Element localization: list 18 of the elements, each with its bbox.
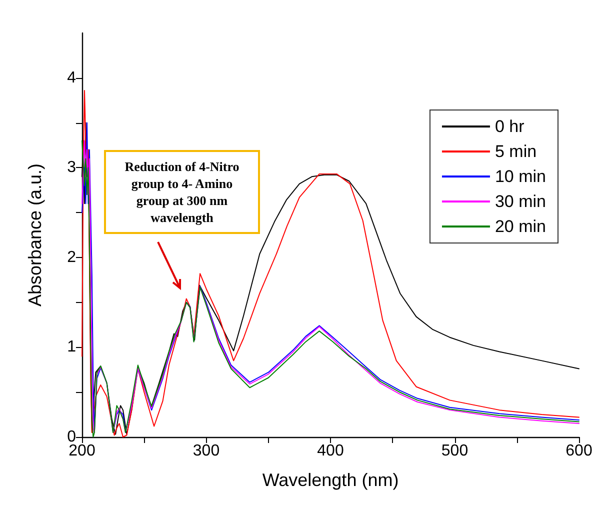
y-axis-title: Absorbance (a.u.) (25, 163, 45, 307)
y-tick-label: 2 (67, 248, 76, 266)
legend-label: 30 min (494, 192, 546, 211)
y-tick-label: 0 (67, 428, 76, 446)
legend-label: 5 min (494, 142, 537, 161)
legend-label: 20 min (494, 217, 546, 236)
y-tick-label: 3 (67, 159, 76, 176)
x-tick-label: 200 (68, 442, 96, 460)
x-tick-label: 300 (192, 442, 220, 460)
y-tick-label: 1 (67, 338, 76, 356)
legend-label: 0 hr (494, 117, 525, 136)
legend-label: 10 min (494, 167, 546, 186)
x-tick-label: 500 (441, 442, 468, 460)
x-tick-label: 600 (566, 442, 592, 460)
x-tick-label: 400 (317, 442, 344, 460)
annotation: Reduction of 4-Nitro group to 4- Amino group at 300 nm wavelength (104, 150, 260, 234)
x-axis-title: Wavelength (nm) (262, 470, 399, 490)
y-tick-label: 4 (67, 69, 76, 86)
